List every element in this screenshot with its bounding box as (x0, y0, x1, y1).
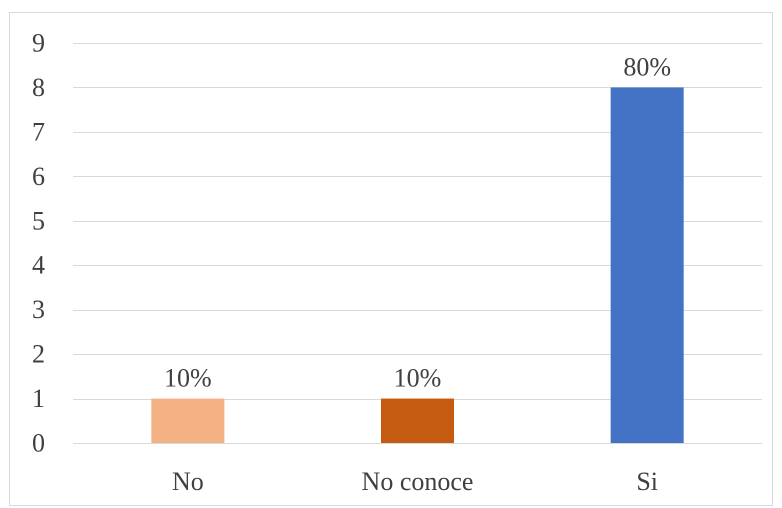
y-tick-label: 3 (32, 295, 45, 324)
bar (610, 87, 684, 443)
x-category-label: Si (636, 467, 658, 496)
y-tick-label: 1 (32, 384, 45, 413)
data-label: 10% (394, 364, 442, 393)
y-tick-label: 5 (32, 206, 45, 235)
data-label: 10% (164, 364, 212, 393)
data-labels: 10% 10% 80% (164, 52, 671, 392)
y-tick-label: 9 (32, 29, 45, 58)
y-tick-label: 8 (32, 73, 45, 102)
y-tick-label: 6 (32, 162, 45, 191)
y-axis-ticks: 0 1 2 3 4 5 6 7 8 9 (32, 29, 45, 458)
x-category-label: No conoce (362, 467, 474, 496)
chart-frame (9, 12, 773, 506)
y-tick-label: 2 (32, 340, 45, 369)
bars (151, 87, 684, 443)
y-tick-label: 4 (32, 251, 45, 280)
x-category-label: No (172, 467, 204, 496)
y-tick-label: 0 (32, 429, 45, 458)
bar (381, 398, 454, 443)
x-axis-categories: No No conoce Si (172, 467, 658, 496)
data-label: 80% (623, 52, 671, 81)
y-tick-label: 7 (32, 117, 45, 146)
bar (151, 398, 225, 443)
